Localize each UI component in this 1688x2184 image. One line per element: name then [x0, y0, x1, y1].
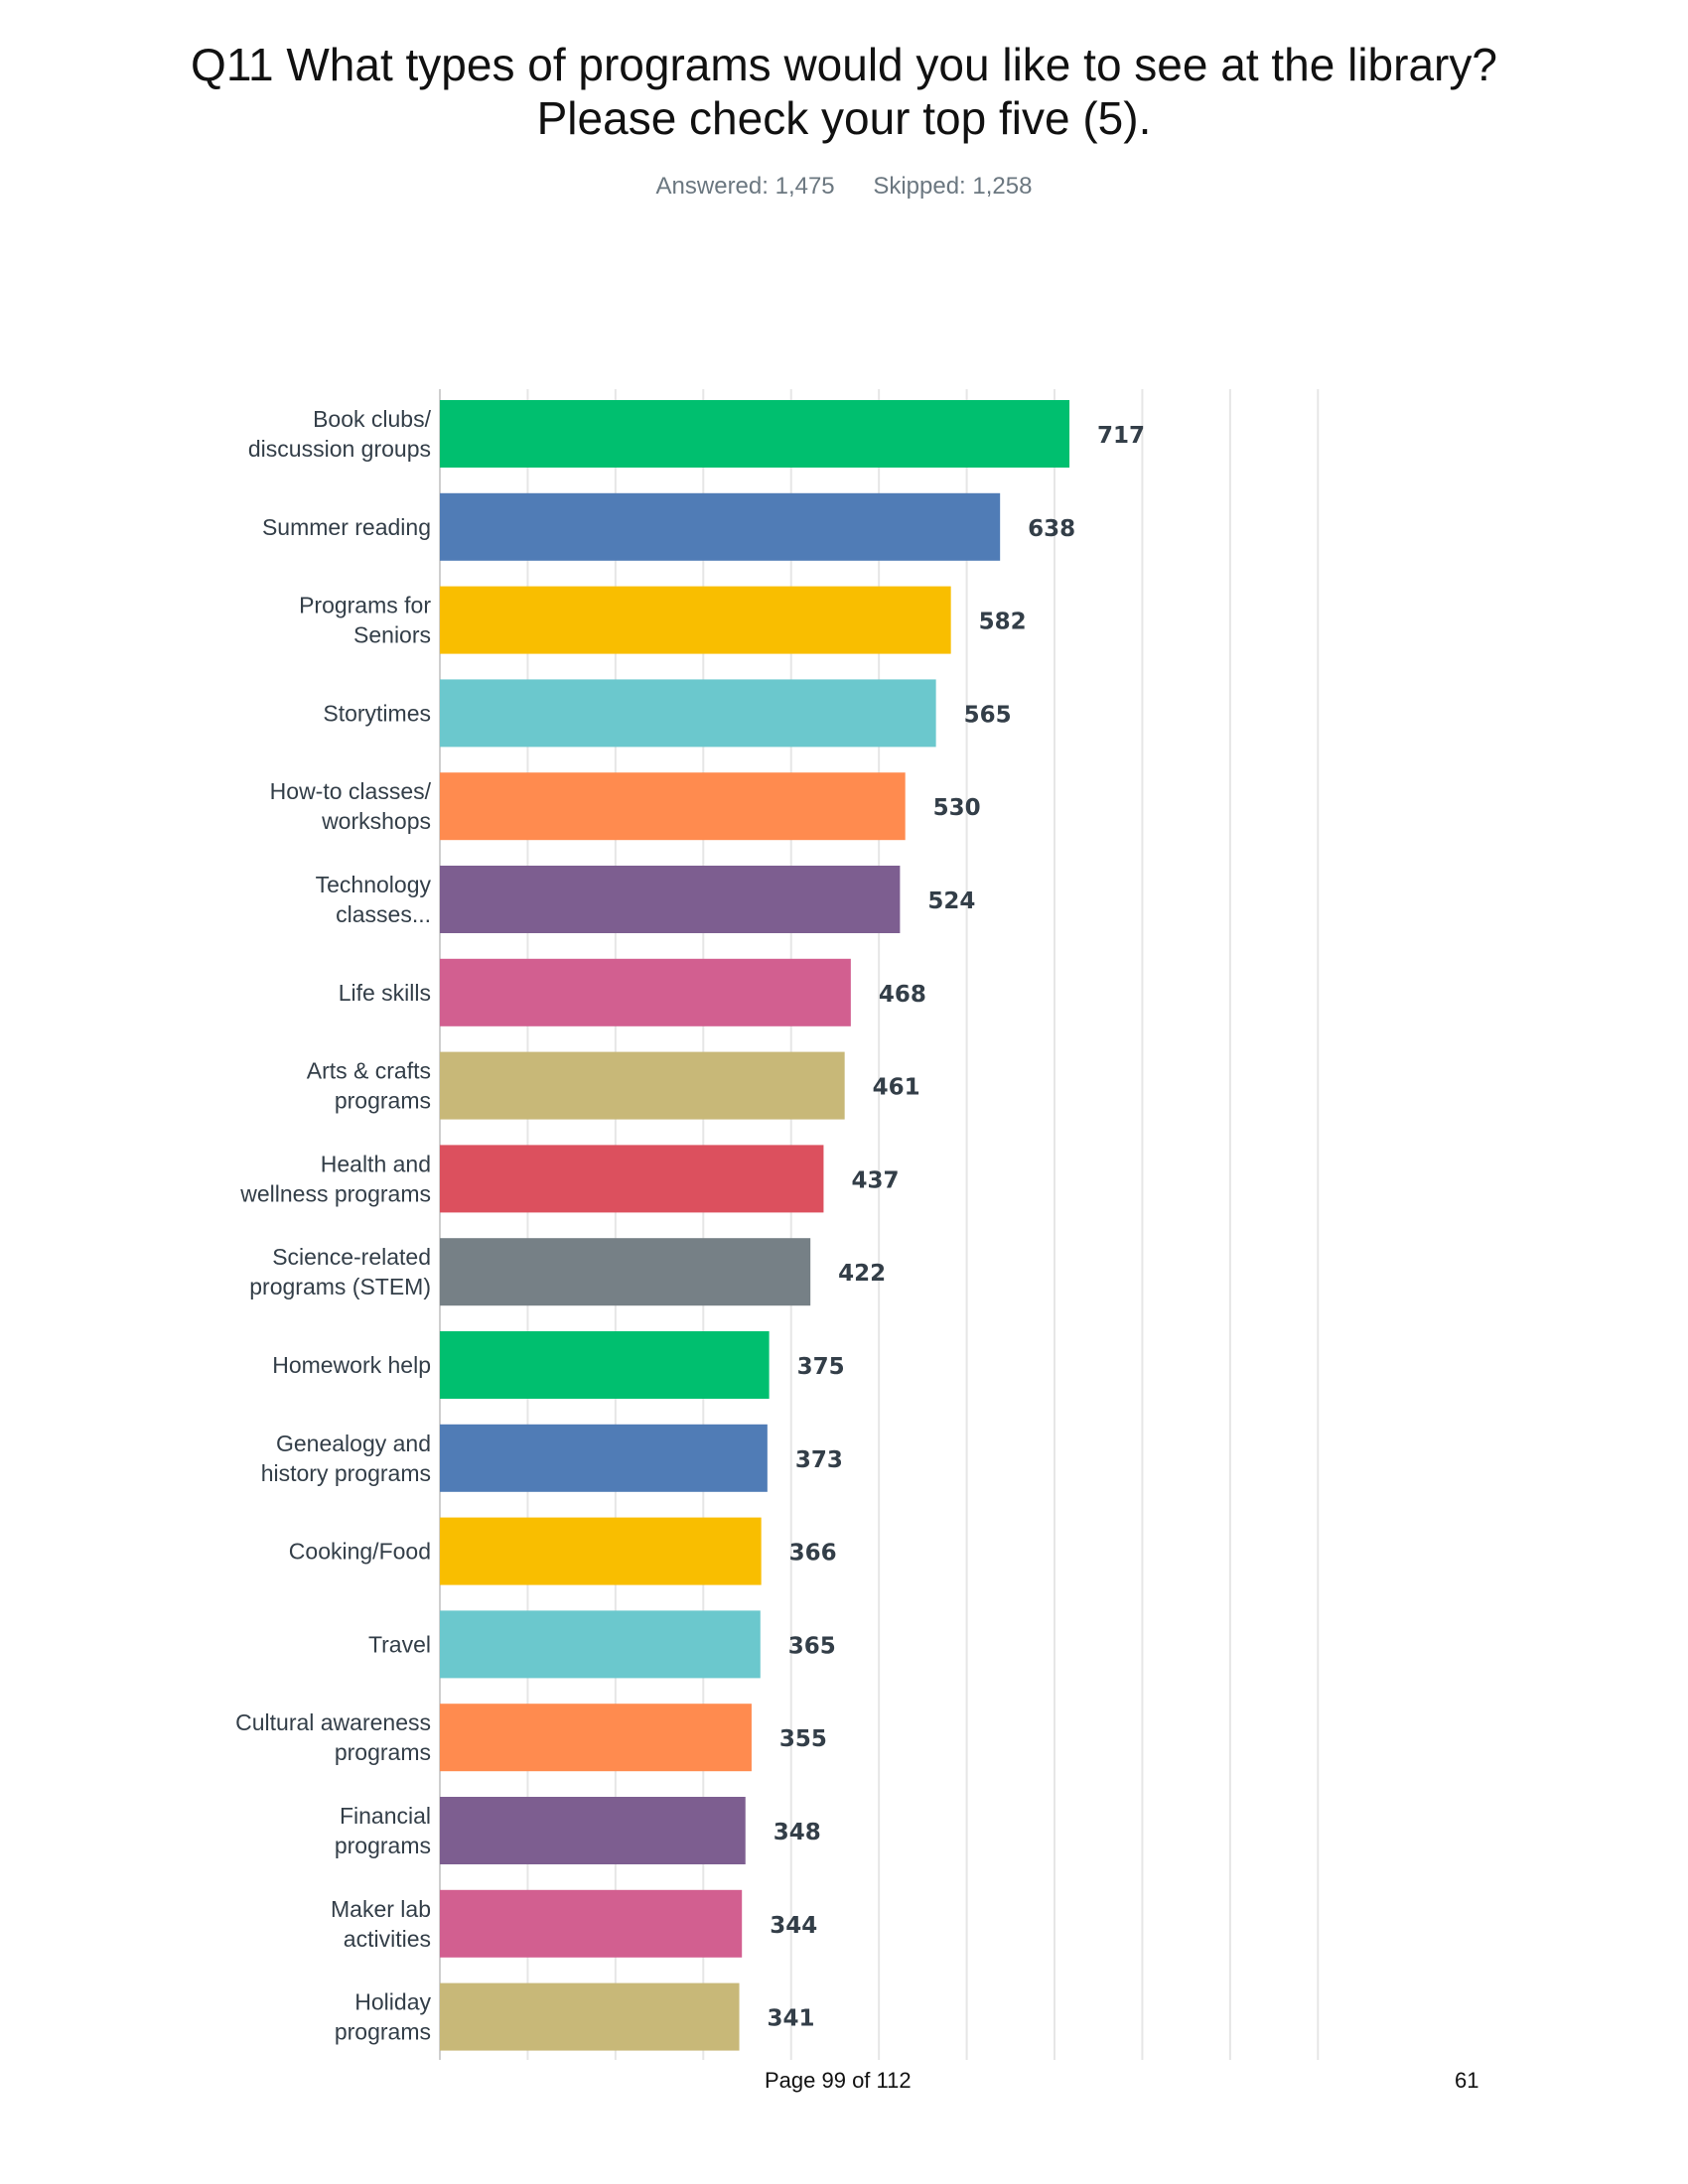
bar: [440, 1051, 845, 1120]
category-label: Travel: [368, 1631, 431, 1657]
data-label: 365: [788, 1633, 836, 1659]
bar: [440, 772, 906, 841]
category-label: Life skills: [339, 980, 431, 1006]
data-label: 422: [838, 1261, 886, 1287]
data-label: 437: [851, 1167, 899, 1193]
chart-title: Q11 What types of programs would you lik…: [0, 38, 1688, 145]
data-label: 348: [774, 1820, 821, 1845]
title-line-2: Please check your top five (5).: [536, 92, 1152, 144]
bar: [440, 1517, 762, 1585]
bar: [440, 1145, 824, 1213]
category-label: Arts & crafts programs: [307, 1058, 431, 1114]
category-label: Genealogy and history programs: [261, 1431, 431, 1486]
bar: [440, 1610, 761, 1679]
data-label: 355: [779, 1726, 827, 1752]
category-label: Summer reading: [262, 514, 431, 540]
bar: [440, 1889, 743, 1958]
bar: [440, 679, 936, 748]
data-label: 341: [768, 2006, 815, 2032]
data-label: 524: [927, 888, 975, 914]
data-label: 373: [795, 1447, 843, 1473]
data-label: 468: [879, 982, 926, 1008]
data-label: 638: [1028, 516, 1075, 542]
bar: [440, 1797, 746, 1864]
title-line-1: Q11 What types of programs would you lik…: [191, 39, 1497, 90]
category-label: Science-related programs (STEM): [249, 1244, 431, 1299]
answered-count: Answered: 1,475: [655, 173, 835, 200]
category-label: Technology classes...: [316, 872, 432, 927]
bar: [440, 1424, 768, 1492]
data-label: 344: [770, 1913, 817, 1939]
bar: [440, 586, 951, 654]
data-label: 582: [979, 610, 1027, 635]
category-label: Book clubs/discussion groups: [248, 406, 432, 462]
page-number: Page 99 of 112: [765, 2068, 912, 2093]
data-label: 530: [933, 795, 981, 821]
category-label: How-to classes/workshops: [270, 778, 432, 834]
data-label: 366: [789, 1541, 837, 1567]
bar: [440, 1982, 740, 2051]
footer-number: 61: [1455, 2068, 1479, 2093]
category-label: Cooking/Food: [289, 1539, 431, 1565]
bar: [440, 958, 851, 1026]
data-label: 717: [1097, 423, 1145, 449]
category-label: Programs for Seniors: [299, 593, 431, 648]
bar: [440, 1704, 752, 1772]
category-label: Homework help: [272, 1352, 431, 1378]
category-label: Maker lab activities: [331, 1896, 431, 1952]
category-label: Cultural awareness programs: [235, 1709, 431, 1765]
bar: [440, 400, 1070, 468]
category-label: Storytimes: [323, 700, 431, 726]
category-label: Holiday programs: [335, 1989, 432, 2045]
bar: [440, 492, 1001, 561]
bar: [440, 1331, 770, 1399]
data-label: 375: [797, 1354, 845, 1380]
data-label: 461: [873, 1075, 920, 1101]
category-label: Health and wellness programs: [239, 1151, 431, 1206]
response-stats: Answered: 1,475 Skipped: 1,258: [0, 173, 1688, 201]
skipped-count: Skipped: 1,258: [873, 173, 1033, 200]
bar: [440, 866, 901, 933]
bar: [440, 1238, 811, 1306]
data-label: 565: [964, 702, 1012, 728]
category-label: Financial programs: [335, 1803, 431, 1858]
